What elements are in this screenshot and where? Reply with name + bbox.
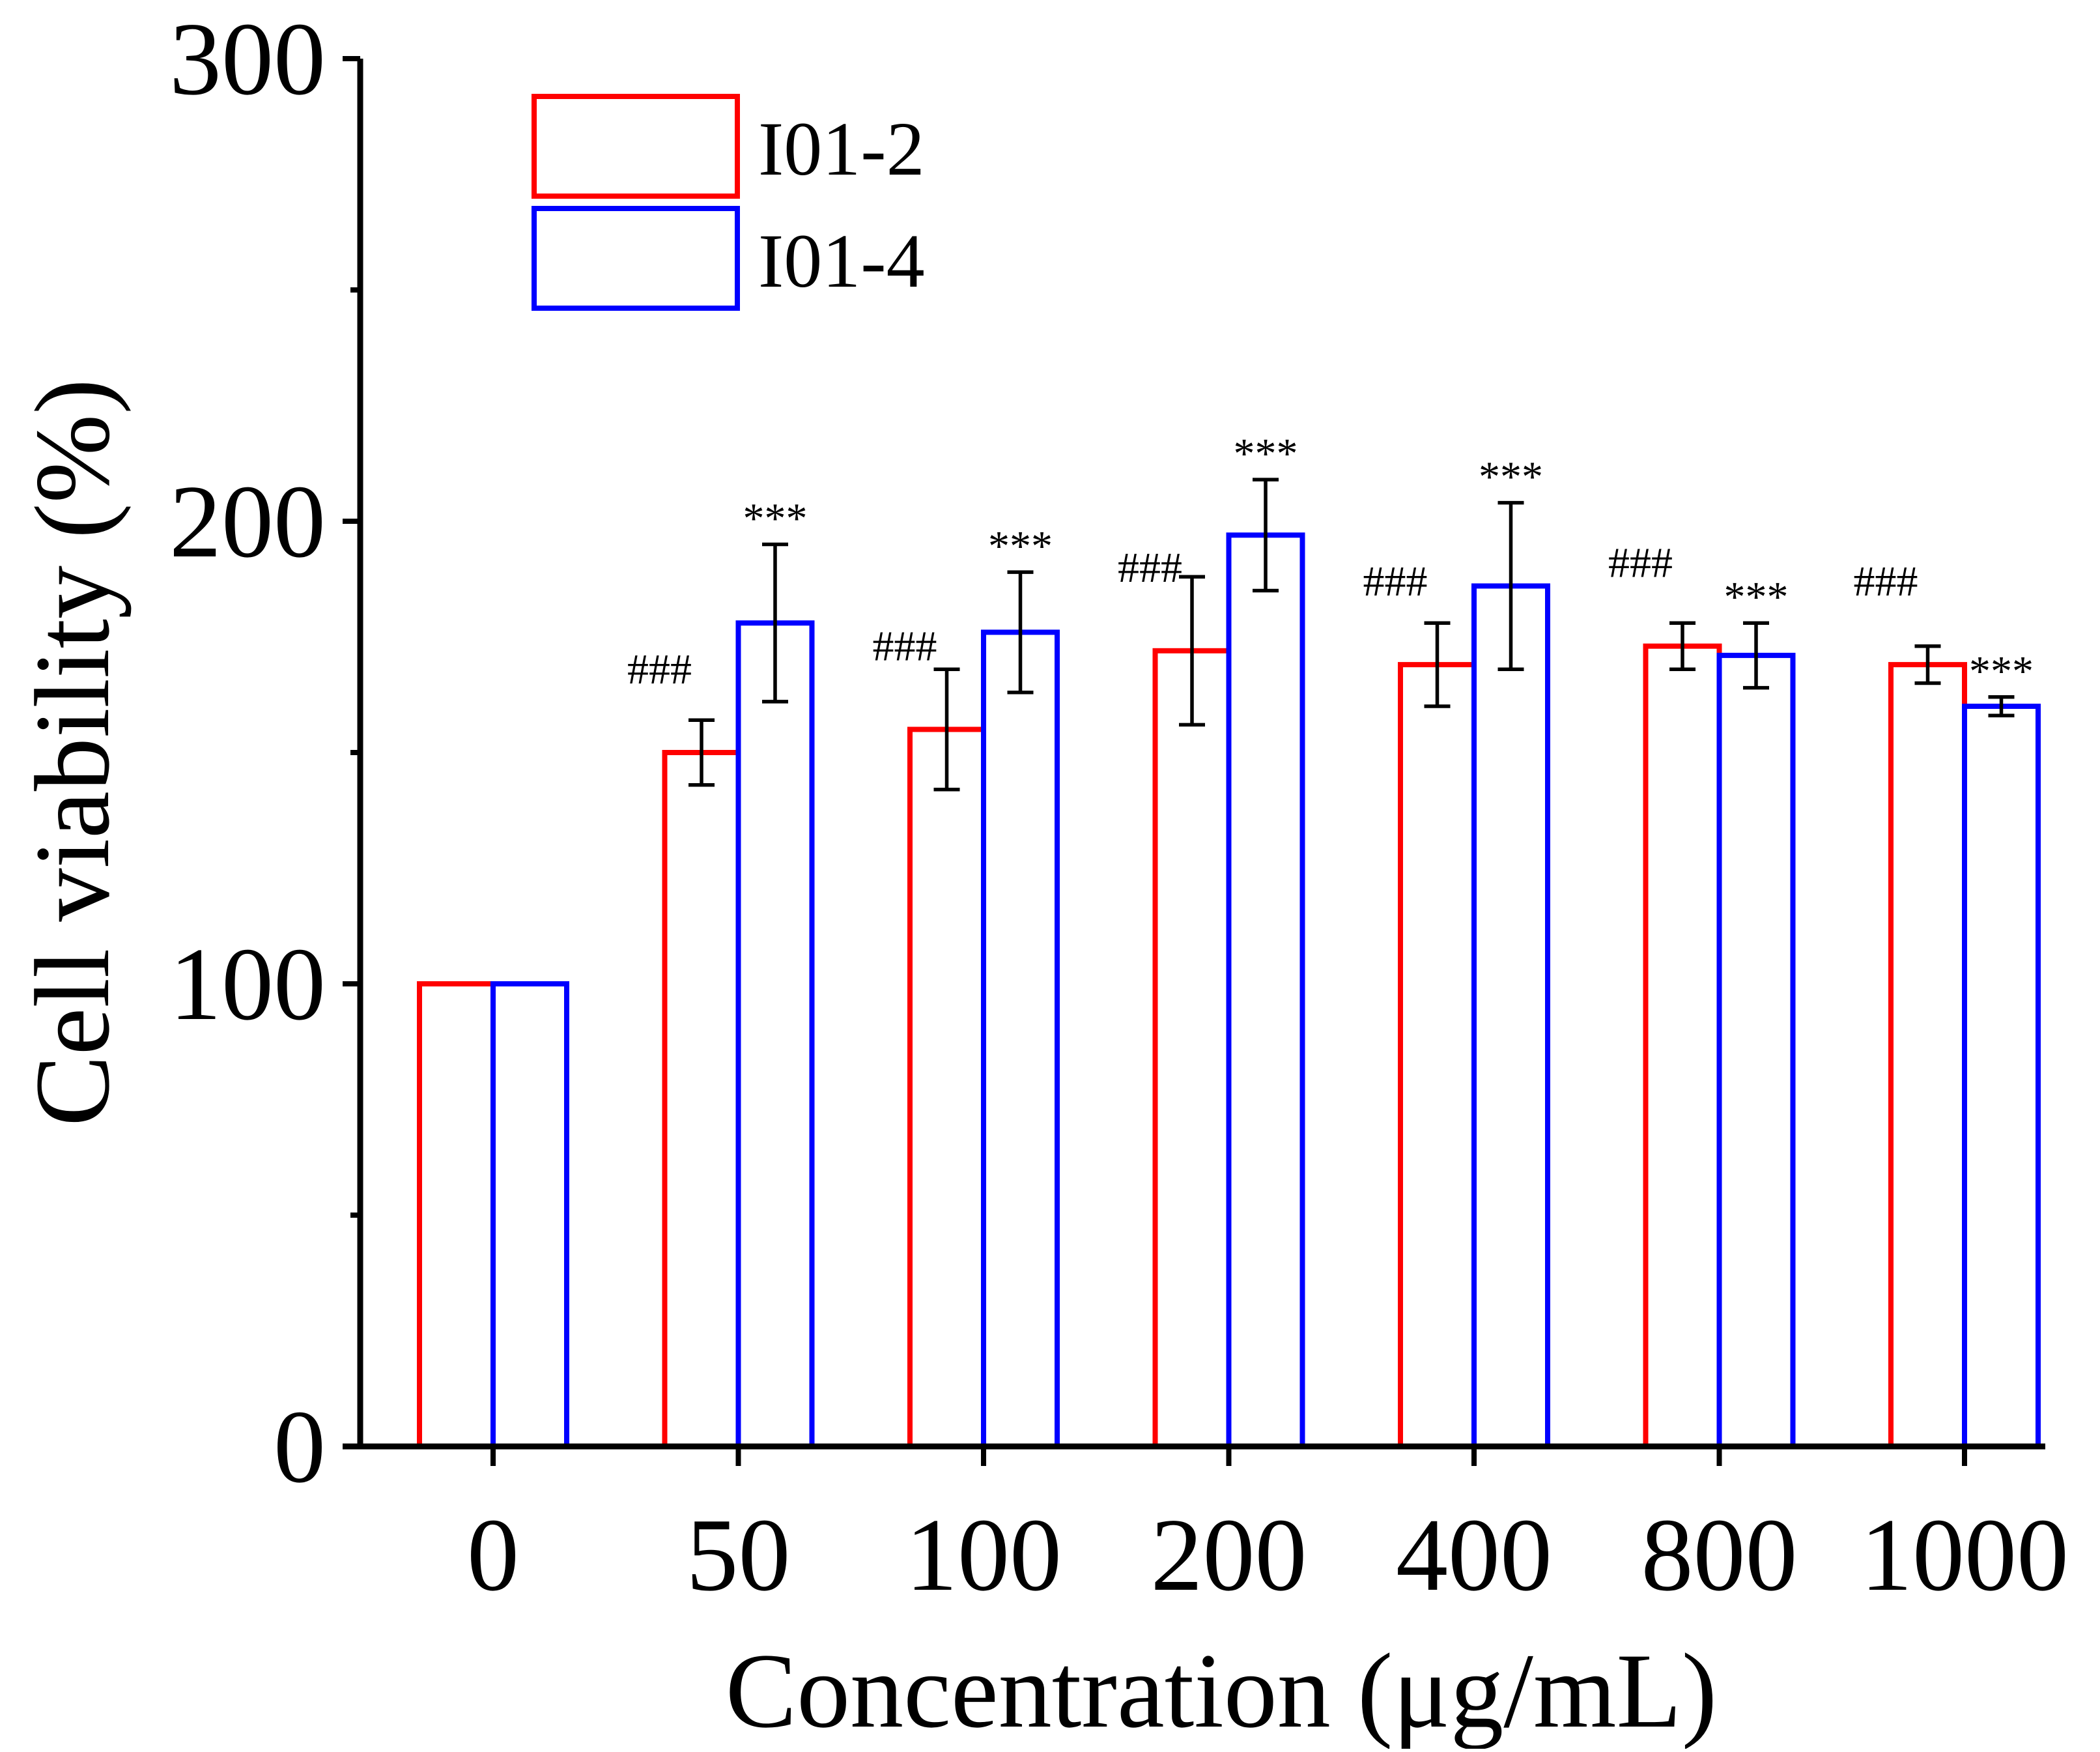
y-tick-label: 0 bbox=[274, 1388, 326, 1504]
bar-i01-4-50 bbox=[735, 620, 815, 1450]
bar-i01-2-1000 bbox=[1888, 662, 1967, 1449]
significance-label: ### bbox=[1854, 558, 1918, 605]
x-tick-label: 100 bbox=[905, 1497, 1062, 1613]
bar-i01-2-50 bbox=[662, 750, 741, 1449]
x-tick-label: 1000 bbox=[1860, 1497, 2069, 1613]
y-tick-label: 100 bbox=[169, 926, 326, 1042]
x-tick-label: 400 bbox=[1396, 1497, 1552, 1613]
bar-i01-2-200 bbox=[1152, 648, 1232, 1449]
significance-layer: ### *** ### *** ### *** ### *** ### *** ### *** bbox=[627, 430, 2034, 695]
x-tick-label: 0 bbox=[467, 1497, 519, 1613]
bar-i01-4-200 bbox=[1226, 532, 1305, 1449]
bar-i01-4-800 bbox=[1716, 652, 1796, 1449]
legend: I01-2 I01-4 bbox=[532, 94, 925, 311]
x-tick-label: 50 bbox=[687, 1497, 791, 1613]
bar-i01-2-100 bbox=[907, 726, 986, 1449]
y-axis-title: Cell viability (%) bbox=[14, 379, 132, 1127]
legend-swatch-i01-4 bbox=[532, 206, 740, 311]
ticks-layer: 0 100 200 300 0 50 100 200 400 800 1000 bbox=[169, 1, 2069, 1613]
significance-label: ### bbox=[1363, 558, 1428, 605]
significance-label: ### bbox=[873, 623, 937, 670]
bar-i01-4-0 bbox=[490, 981, 569, 1449]
bar-i01-4-100 bbox=[981, 629, 1060, 1449]
bar-i01-2-0 bbox=[417, 981, 496, 1449]
bar-i01-2-400 bbox=[1398, 662, 1477, 1449]
x-axis-title: Concentration (μg/mL) bbox=[726, 1632, 1718, 1749]
significance-label: *** bbox=[1969, 648, 2034, 695]
error-bars-layer bbox=[688, 478, 2015, 792]
significance-label: *** bbox=[1234, 430, 1298, 478]
significance-label: *** bbox=[1724, 573, 1789, 621]
bar-i01-4-400 bbox=[1471, 583, 1550, 1449]
bar-i01-4-1000 bbox=[1962, 704, 2041, 1449]
legend-label: I01-4 bbox=[758, 218, 925, 304]
significance-label: ### bbox=[627, 646, 692, 693]
significance-label: *** bbox=[1479, 453, 1543, 501]
significance-label: *** bbox=[988, 523, 1053, 570]
legend-label: I01-2 bbox=[758, 106, 925, 192]
significance-label: ### bbox=[1608, 539, 1673, 587]
significance-label: ### bbox=[1118, 544, 1182, 592]
y-tick-label: 200 bbox=[169, 463, 326, 579]
significance-label: *** bbox=[743, 495, 808, 543]
x-tick-label: 200 bbox=[1151, 1497, 1307, 1613]
bar-i01-2-800 bbox=[1643, 643, 1722, 1450]
x-tick-label: 800 bbox=[1641, 1497, 1798, 1613]
legend-swatch-i01-2 bbox=[532, 94, 740, 199]
y-tick-label: 300 bbox=[169, 1, 326, 117]
